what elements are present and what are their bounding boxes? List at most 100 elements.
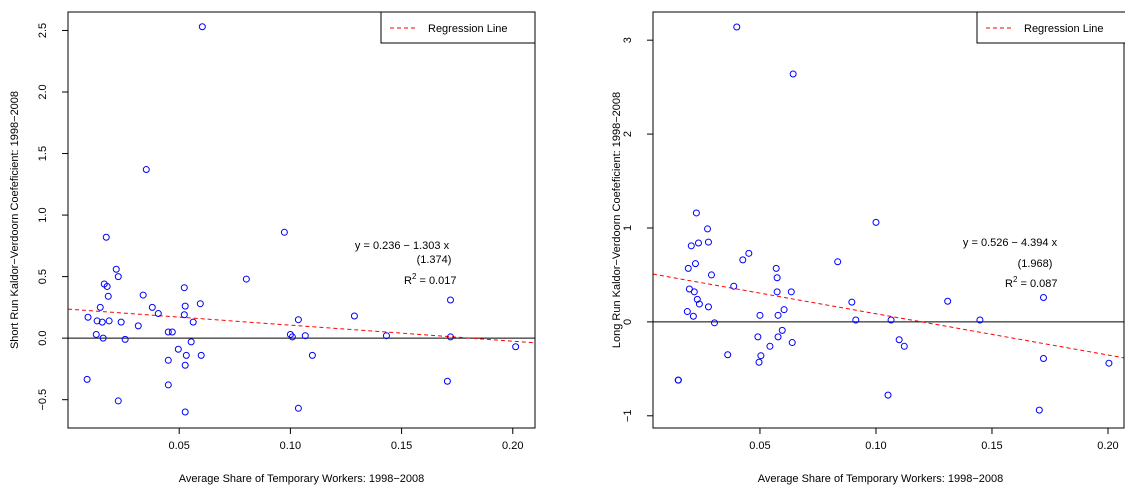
point [294, 404, 302, 412]
point [766, 342, 774, 350]
point [895, 336, 903, 344]
y-tick-label: 1 [622, 225, 634, 231]
point [294, 316, 302, 324]
point [114, 273, 122, 281]
point [84, 313, 92, 321]
x-tick-label: 0.20 [502, 440, 523, 452]
point [704, 238, 712, 246]
point [164, 381, 172, 389]
point [96, 303, 104, 311]
point [181, 302, 189, 310]
r-squared: R2 = 0.087 [1005, 275, 1057, 290]
point [1039, 293, 1047, 301]
y-axis-label: Short Run Kaldor−Verdoorn Coefeficient: … [9, 91, 21, 349]
point [780, 306, 788, 314]
point [1105, 359, 1113, 367]
point [139, 291, 147, 299]
point [197, 351, 205, 359]
point [180, 284, 188, 292]
point [164, 356, 172, 364]
legend-box [380, 11, 536, 44]
point [690, 288, 698, 296]
standard-error: (1.374) [417, 254, 452, 266]
point [754, 333, 762, 341]
x-tick-label: 0.15 [981, 440, 1002, 452]
point [99, 334, 107, 342]
point [852, 316, 860, 324]
y-axis-label: Long Run Kaldor−Verdoorn Coefeficient: 1… [611, 92, 623, 348]
point [189, 318, 197, 326]
y-tick-label: 0 [622, 319, 634, 325]
plot-area [653, 23, 1124, 414]
point [105, 317, 113, 325]
point [446, 333, 454, 341]
point [382, 332, 390, 340]
point [884, 391, 892, 399]
x-tick-label: 0.15 [391, 440, 412, 452]
point [739, 256, 747, 264]
y-tick-label: 2 [622, 131, 634, 137]
point [182, 351, 190, 359]
point [756, 311, 764, 319]
point [745, 249, 753, 257]
point [198, 23, 206, 31]
point [350, 312, 358, 320]
regression-line [68, 308, 535, 344]
x-tick-label: 0.05 [749, 440, 770, 452]
point [691, 260, 699, 268]
point [83, 375, 91, 383]
point [1035, 406, 1043, 414]
point [872, 218, 880, 226]
x-tick-label: 0.20 [1097, 440, 1118, 452]
x-axis-label: Average Share of Temporary Workers: 1998… [179, 473, 425, 485]
r-squared-value: = 0.087 [1017, 278, 1057, 290]
equation: y = 0.236 − 1.303 x [355, 240, 450, 252]
r-squared-sup: 2 [412, 272, 417, 281]
point [772, 264, 780, 272]
point [692, 209, 700, 217]
point [774, 311, 782, 319]
plot-area [68, 23, 535, 416]
point [134, 322, 142, 330]
y-tick-label: 2.5 [37, 23, 49, 38]
point [117, 318, 125, 326]
point [704, 303, 712, 311]
point [834, 258, 842, 266]
point [710, 319, 718, 327]
point [142, 166, 150, 174]
legend-label: Regression Line [428, 23, 508, 35]
point [181, 361, 189, 369]
point [187, 338, 195, 346]
point [694, 239, 702, 247]
point [730, 282, 738, 290]
point [976, 316, 984, 324]
point [301, 332, 309, 340]
y-tick-label: 1.0 [37, 207, 49, 222]
point [180, 311, 188, 319]
point [308, 351, 316, 359]
point [1039, 355, 1047, 363]
point [93, 317, 101, 325]
point [687, 242, 695, 250]
legend-label: Regression Line [1024, 23, 1104, 35]
chart: 0.05 0.10 0.15 0.20 −0.5 0.0 0.5 1.0 1.5 2.0 2.5 Av… [9, 11, 536, 485]
point [689, 312, 697, 320]
r-squared-base: R [1005, 278, 1013, 290]
y-tick-label: −0.5 [37, 389, 49, 411]
y-tick-label: −1 [622, 410, 634, 423]
point [684, 264, 692, 272]
point [114, 397, 122, 405]
point [887, 316, 895, 324]
x-tick-label: 0.10 [280, 440, 301, 452]
chart: 0.05 0.10 0.15 0.20 −1 0 1 2 3 Average Share of T… [611, 11, 1125, 485]
point [789, 70, 797, 78]
point [174, 345, 182, 353]
point [787, 288, 795, 296]
point [103, 282, 111, 290]
point [121, 335, 129, 343]
point [280, 228, 288, 236]
point [848, 298, 856, 306]
y-tick-label: 2.0 [37, 84, 49, 99]
